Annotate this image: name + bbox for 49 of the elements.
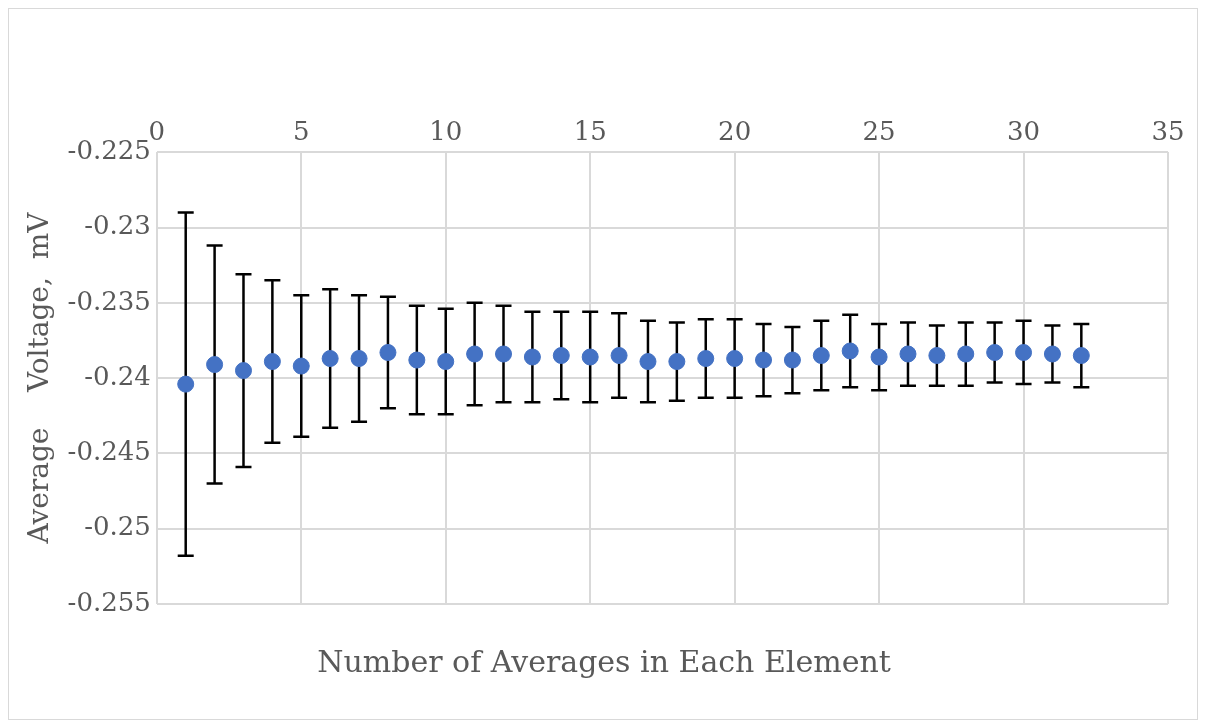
point [697,350,715,368]
point [841,342,859,360]
point [755,351,773,369]
point [726,350,744,368]
point [177,375,195,393]
y-tick-label: -0.225 [67,134,151,165]
x-tick-label: 0 [148,116,166,147]
x-axis-title: Number of Averages in Each Element [316,644,892,679]
point [408,351,426,369]
point [986,344,1004,361]
x-tick-label: 30 [1007,116,1041,147]
point [610,347,628,365]
point [812,347,830,365]
point [350,350,368,368]
y-tick-label: -0.23 [84,210,151,241]
point [1015,344,1033,361]
point [957,345,975,363]
point [668,353,686,371]
y-tick-label: -0.235 [67,285,151,316]
point [234,362,252,380]
x-tick-label: 20 [718,116,752,147]
point [466,345,484,363]
point [523,348,541,366]
point [1072,347,1090,365]
x-tick-label: 15 [573,116,607,147]
x-tick-label: 5 [293,116,310,147]
x-tick-label: 35 [1151,116,1185,147]
point [437,353,455,371]
point [783,351,801,369]
y-tick-label: -0.25 [84,511,151,542]
x-tick-label: 10 [429,116,463,147]
point [581,348,599,366]
point [263,353,281,371]
point [1043,345,1061,363]
point [928,347,946,365]
point [495,345,513,363]
y-tick-label: -0.245 [67,436,151,467]
y-tick-label: -0.24 [84,360,151,391]
point [552,347,570,365]
point [870,348,888,366]
x-tick-label: 25 [862,116,896,147]
point [379,344,397,361]
point [292,357,310,375]
point [639,353,657,371]
point [321,350,339,368]
point [899,345,917,363]
point [206,356,224,374]
y-tick-label: -0.255 [67,586,151,617]
y-axis-title: Average Voltage, mV [22,211,56,545]
